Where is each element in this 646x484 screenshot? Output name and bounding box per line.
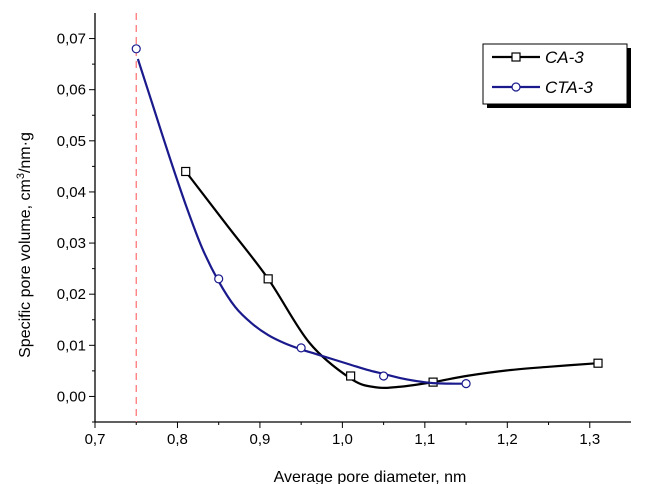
legend: CA-3 CTA-3 — [482, 43, 631, 108]
y-tick-label: 0,03 — [57, 235, 86, 252]
data-point-ca-3 — [346, 371, 356, 381]
y-axis-title-prefix: Specific pore volume, cm — [17, 179, 34, 358]
series-layer — [131, 44, 603, 389]
x-tick-label: 1,2 — [497, 431, 518, 448]
data-point-cta-3 — [131, 44, 141, 54]
series-line-ca-3 — [184, 170, 599, 389]
x-tick-label: 1,0 — [332, 431, 353, 448]
legend-marker-cta-3 — [511, 82, 521, 92]
series-line-cta-3 — [136, 58, 467, 385]
x-tick-label: 0,7 — [85, 431, 106, 448]
y-tick-label: 0,06 — [57, 82, 86, 99]
series-cta-3 — [131, 44, 471, 389]
legend-swatch-ca-3 — [492, 52, 540, 62]
data-point-cta-3 — [296, 343, 306, 353]
ticks-layer: 0,7 0,8 0,9 1,0 1,1 1,2 1,3 0,00 0,01 0,02 0,03 0,0… — [57, 31, 600, 448]
legend-label-cta-3: CTA-3 — [545, 78, 593, 97]
x-tick-label: 1,3 — [579, 431, 600, 448]
y-tick-label: 0,00 — [57, 388, 86, 405]
data-point-ca-3 — [181, 166, 191, 177]
series-ca-3 — [181, 166, 603, 389]
y-tick-label: 0,05 — [57, 133, 86, 150]
data-point-ca-3 — [593, 358, 603, 368]
legend-box-shadow-right — [627, 48, 631, 108]
y-axis-title-suffix: /nm·g — [17, 132, 34, 173]
x-tick-label: 0,9 — [249, 431, 270, 448]
y-axis-title-superscript: 3 — [15, 173, 27, 179]
y-axis-title: Specific pore volume, cm3/nm·g — [15, 132, 34, 358]
data-point-cta-3 — [379, 371, 389, 381]
legend-marker-ca-3 — [511, 52, 521, 62]
x-tick-label: 1,1 — [414, 431, 435, 448]
legend-box — [482, 43, 628, 105]
legend-box-shadow-bottom — [487, 104, 631, 108]
y-tick-label: 0,04 — [57, 184, 86, 201]
data-point-ca-3 — [263, 274, 273, 284]
x-axis-title: Average pore diameter, nm — [274, 469, 467, 484]
data-point-cta-3 — [214, 274, 224, 284]
x-tick-label: 0,8 — [167, 431, 188, 448]
y-tick-label: 0,07 — [57, 31, 86, 48]
legend-label-ca-3: CA-3 — [545, 48, 584, 67]
y-tick-label: 0,02 — [57, 286, 86, 303]
y-tick-label: 0,01 — [57, 337, 86, 354]
legend-swatch-cta-3 — [492, 82, 540, 92]
data-point-cta-3 — [461, 379, 471, 389]
